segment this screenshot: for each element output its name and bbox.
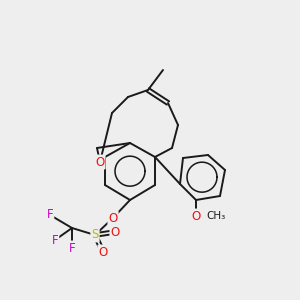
Text: O: O bbox=[98, 245, 108, 259]
Text: F: F bbox=[52, 233, 58, 247]
Text: O: O bbox=[191, 209, 201, 223]
Text: F: F bbox=[69, 242, 75, 254]
Text: O: O bbox=[108, 212, 118, 224]
Text: S: S bbox=[91, 229, 99, 242]
Text: CH₃: CH₃ bbox=[206, 211, 225, 221]
Text: O: O bbox=[110, 226, 120, 238]
Text: O: O bbox=[95, 155, 105, 169]
Text: F: F bbox=[47, 208, 53, 221]
